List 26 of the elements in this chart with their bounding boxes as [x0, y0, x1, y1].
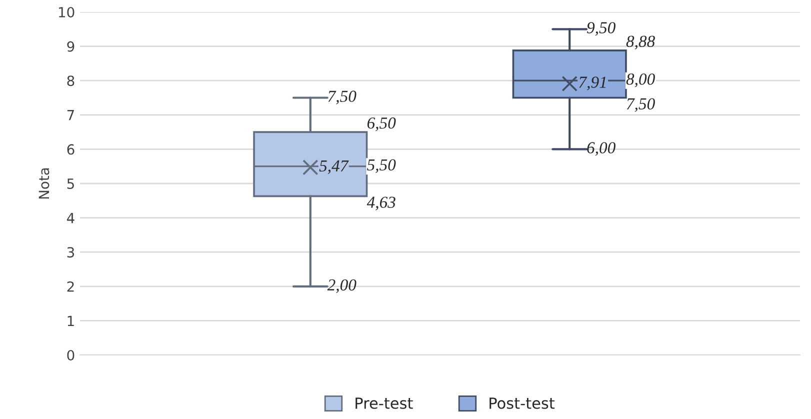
- y-tick-label: 7: [67, 110, 74, 120]
- annotation: 2,00: [327, 279, 356, 293]
- y-tick-label: 4: [66, 212, 74, 224]
- annotation: 4,63: [366, 196, 396, 210]
- annotation: 6,00: [587, 142, 616, 156]
- y-tick-label: 8: [67, 76, 74, 86]
- y-tick-label: 3: [67, 247, 74, 258]
- y-tick-label: 5: [67, 178, 74, 189]
- y-tick-label: 10: [58, 6, 74, 18]
- annotation: 5,50: [367, 159, 396, 173]
- annotation: 5,47: [319, 160, 349, 174]
- annotation: 7,50: [328, 90, 356, 104]
- legend-label: Post-test: [490, 398, 555, 409]
- annotation: 9,50: [587, 22, 616, 36]
- y-tick-label: 0: [67, 350, 74, 360]
- legend-label: Pre-test: [356, 398, 413, 409]
- annotation: 7,91: [579, 76, 606, 90]
- y-tick-label: 6: [67, 144, 74, 155]
- annotation: 7,50: [626, 98, 655, 112]
- y-tick-label: 1: [68, 316, 74, 326]
- annotation: 8,00: [626, 74, 655, 88]
- y-tick-label: 9: [67, 41, 74, 52]
- y-axis-title: Nota: [38, 168, 50, 199]
- annotation: 8,88: [626, 36, 655, 50]
- y-tick-label: 2: [67, 281, 74, 292]
- annotation: 6,50: [367, 117, 396, 132]
